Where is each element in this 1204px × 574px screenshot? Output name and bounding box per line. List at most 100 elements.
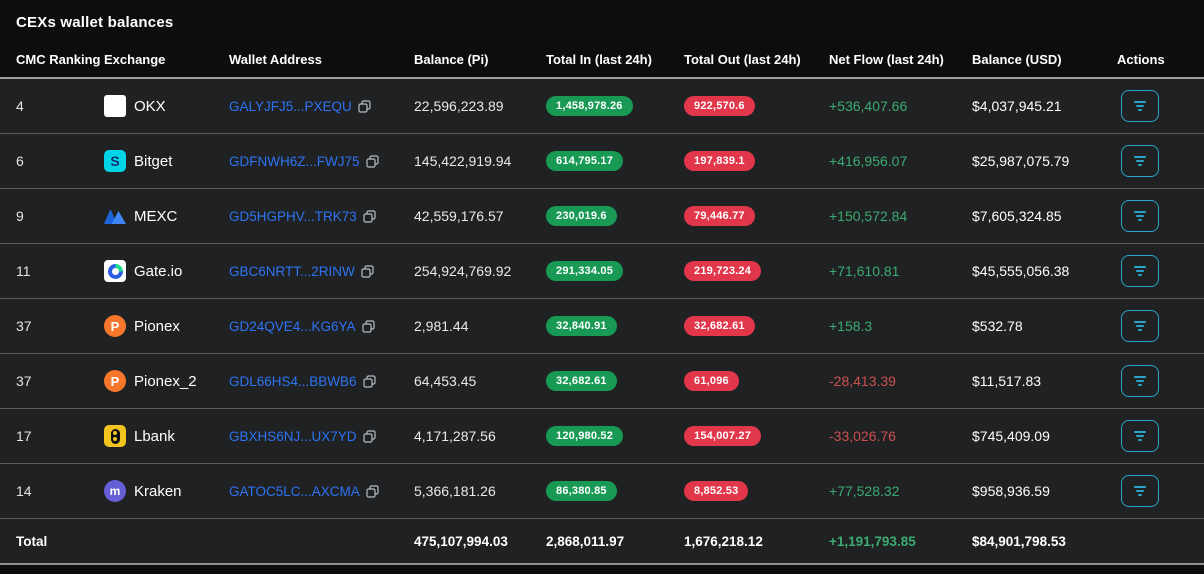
header-net-flow: Net Flow (last 24h)	[829, 52, 944, 67]
total-in-badge: 32,840.91	[546, 316, 617, 336]
net-flow-cell: +71,610.81	[829, 263, 972, 279]
filter-icon	[1134, 376, 1146, 386]
copy-icon[interactable]	[362, 430, 376, 443]
total-out-value: 1,676,218.12	[684, 533, 763, 549]
cmc-ranking-cell: 37	[0, 318, 104, 334]
filter-action-button[interactable]	[1121, 90, 1159, 122]
total-in-value: 2,868,011.97	[546, 533, 625, 549]
exchange-name: Gate.io	[134, 262, 183, 280]
total-out-cell: 32,682.61	[684, 316, 829, 336]
copy-icon[interactable]	[361, 265, 374, 278]
total-out-cell: 61,096	[684, 371, 829, 391]
actions-cell	[1117, 200, 1204, 232]
balance-pi-value: 5,366,181.26	[414, 483, 496, 499]
net-flow-value: -33,026.76	[829, 428, 896, 444]
total-in-badge: 120,980.52	[546, 426, 624, 446]
wallet-address-link[interactable]: GBXHS6NJ...UX7YD	[229, 428, 357, 444]
balance-usd-cell: $25,987,075.79	[972, 153, 1117, 169]
bitget-logo-icon: S	[104, 150, 126, 172]
total-in-cell: 291,334.05	[546, 261, 684, 281]
wallet-address-cell: GD24QVE4...KG6YA	[229, 319, 414, 334]
net-flow-value: +416,956.07	[829, 153, 908, 169]
actions-cell	[1117, 145, 1204, 177]
total-out-badge: 197,839.1	[684, 151, 755, 171]
table-body: 4 OKX GALYJFJ5...PXEQU 22,596,223.89 1,4…	[0, 79, 1204, 519]
pionex-logo-icon: P	[104, 315, 126, 337]
net-flow-value: +150,572.84	[829, 208, 908, 224]
actions-cell	[1117, 310, 1204, 342]
total-in-cell: 1,458,978.26	[546, 96, 684, 116]
exchange-cell: Lbank	[104, 425, 229, 447]
filter-action-button[interactable]	[1121, 420, 1159, 452]
balance-usd-value: $45,555,056.38	[972, 263, 1070, 279]
balance-pi-value: 64,453.45	[414, 373, 477, 389]
wallet-address-cell: GBXHS6NJ...UX7YD	[229, 429, 414, 444]
wallet-address-link[interactable]: GBC6NRTT...2RINW	[229, 263, 355, 279]
net-flow-value: +77,528.32	[829, 483, 900, 499]
balance-usd-value: $958,936.59	[972, 483, 1050, 499]
wallet-address-link[interactable]: GD5HGPHV...TRK73	[229, 208, 357, 224]
total-out-cell: 79,446.77	[684, 206, 829, 226]
filter-icon	[1134, 156, 1146, 166]
table-row: 17 Lbank GBXHS6NJ...UX7YD 4,171,287.56 1…	[0, 409, 1204, 464]
total-in-badge: 614,795.17	[546, 151, 624, 171]
balance-pi-cell: 42,559,176.57	[414, 208, 546, 224]
header-balance-usd: Balance (USD)	[972, 52, 1062, 67]
cmc-ranking-value: 6	[16, 153, 24, 169]
filter-action-button[interactable]	[1121, 310, 1159, 342]
filter-icon	[1134, 431, 1146, 441]
table-row: 37 P Pionex_2 GDL66HS4...BBWB6 64,453.45…	[0, 354, 1204, 409]
copy-icon[interactable]	[365, 155, 379, 168]
total-net-flow: +1,191,793.85	[829, 533, 916, 549]
total-out-badge: 922,570.6	[684, 96, 755, 116]
cmc-ranking-cell: 11	[0, 263, 104, 279]
filter-action-button[interactable]	[1121, 365, 1159, 397]
copy-icon[interactable]	[363, 210, 376, 223]
exchange-name: Pionex_2	[134, 372, 197, 390]
wallet-address-link[interactable]: GDL66HS4...BBWB6	[229, 373, 357, 389]
actions-cell	[1117, 90, 1204, 122]
net-flow-cell: +77,528.32	[829, 483, 972, 499]
wallet-address-link[interactable]: GALYJFJ5...PXEQU	[229, 98, 352, 114]
wallet-address-link[interactable]: GD24QVE4...KG6YA	[229, 318, 356, 334]
copy-icon[interactable]	[362, 375, 376, 388]
cmc-ranking-value: 4	[16, 98, 24, 114]
balance-pi-value: 254,924,769.92	[414, 263, 512, 279]
exchange-cell: MEXC	[104, 205, 229, 227]
copy-icon[interactable]	[361, 320, 375, 333]
exchange-name: Lbank	[134, 427, 175, 445]
balance-usd-cell: $11,517.83	[972, 373, 1117, 389]
balance-pi-value: 42,559,176.57	[414, 208, 504, 224]
wallet-address-link[interactable]: GATOC5LC...AXCMA	[229, 483, 360, 499]
table-row: 4 OKX GALYJFJ5...PXEQU 22,596,223.89 1,4…	[0, 79, 1204, 134]
balance-pi-value: 4,171,287.56	[414, 428, 496, 444]
table-row: 14 m Kraken GATOC5LC...AXCMA 5,366,181.2…	[0, 464, 1204, 519]
table-row: 9 MEXC GD5HGPHV...TRK73 42,559,176.57 23…	[0, 189, 1204, 244]
cmc-ranking-value: 37	[16, 318, 32, 334]
cmc-ranking-value: 14	[16, 483, 32, 499]
total-in-badge: 32,682.61	[546, 371, 617, 391]
header-total-in: Total In (last 24h)	[546, 52, 652, 67]
net-flow-cell: +150,572.84	[829, 208, 972, 224]
wallet-address-cell: GALYJFJ5...PXEQU	[229, 99, 414, 114]
total-out-badge: 8,852.53	[684, 481, 749, 501]
filter-icon	[1134, 321, 1146, 331]
total-out-cell: 154,007.27	[684, 426, 829, 446]
lbank-logo-icon	[104, 425, 126, 447]
filter-action-button[interactable]	[1121, 145, 1159, 177]
balance-usd-cell: $45,555,056.38	[972, 263, 1117, 279]
total-in-badge: 230,019.6	[546, 206, 617, 226]
balance-pi-cell: 64,453.45	[414, 373, 546, 389]
net-flow-cell: +158.3	[829, 318, 972, 334]
wallet-address-link[interactable]: GDFNWH6Z...FWJ75	[229, 153, 360, 169]
copy-icon[interactable]	[366, 485, 379, 498]
header-cmc-ranking: CMC Ranking	[16, 52, 101, 67]
exchange-cell: OKX	[104, 95, 229, 117]
copy-icon[interactable]	[358, 100, 371, 113]
filter-action-button[interactable]	[1121, 200, 1159, 232]
table-total-row: Total 475,107,994.03 2,868,011.97 1,676,…	[0, 519, 1204, 565]
filter-action-button[interactable]	[1121, 475, 1159, 507]
exchange-name: OKX	[134, 97, 166, 115]
balance-usd-cell: $7,605,324.85	[972, 208, 1117, 224]
filter-action-button[interactable]	[1121, 255, 1159, 287]
